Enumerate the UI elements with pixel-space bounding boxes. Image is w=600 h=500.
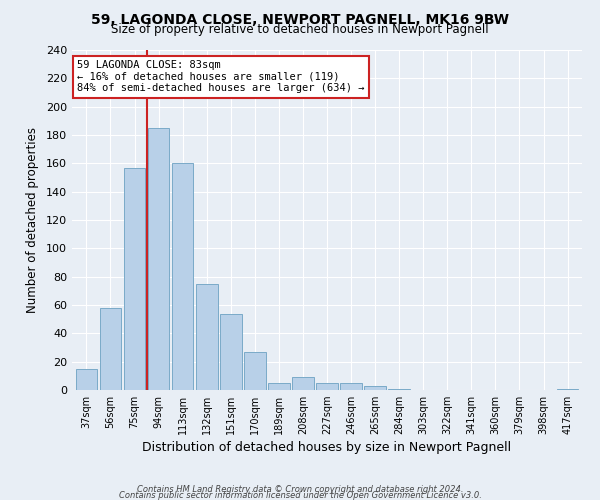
X-axis label: Distribution of detached houses by size in Newport Pagnell: Distribution of detached houses by size … <box>142 442 512 454</box>
Bar <box>76 369 97 390</box>
Bar <box>196 284 218 390</box>
Bar <box>100 308 121 390</box>
Bar <box>340 383 362 390</box>
Text: Size of property relative to detached houses in Newport Pagnell: Size of property relative to detached ho… <box>111 22 489 36</box>
Bar <box>124 168 145 390</box>
Y-axis label: Number of detached properties: Number of detached properties <box>26 127 39 313</box>
Bar <box>172 164 193 390</box>
Bar <box>316 383 338 390</box>
Text: 59 LAGONDA CLOSE: 83sqm
← 16% of detached houses are smaller (119)
84% of semi-d: 59 LAGONDA CLOSE: 83sqm ← 16% of detache… <box>77 60 365 94</box>
Text: Contains public sector information licensed under the Open Government Licence v3: Contains public sector information licen… <box>119 491 481 500</box>
Bar <box>244 352 266 390</box>
Bar <box>388 388 410 390</box>
Bar <box>220 314 242 390</box>
Text: Contains HM Land Registry data © Crown copyright and database right 2024.: Contains HM Land Registry data © Crown c… <box>137 485 463 494</box>
Bar <box>364 386 386 390</box>
Bar <box>292 378 314 390</box>
Bar <box>148 128 169 390</box>
Text: 59, LAGONDA CLOSE, NEWPORT PAGNELL, MK16 9BW: 59, LAGONDA CLOSE, NEWPORT PAGNELL, MK16… <box>91 12 509 26</box>
Bar <box>268 383 290 390</box>
Bar <box>557 388 578 390</box>
